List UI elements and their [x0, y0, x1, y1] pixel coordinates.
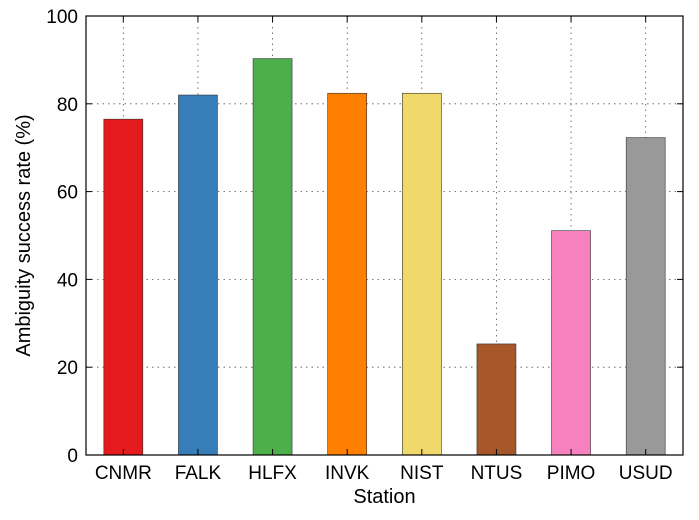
x-axis-title: Station	[353, 486, 415, 508]
y-axis-title: Ambiguity success rate (%)	[13, 114, 35, 356]
bar-falk	[178, 94, 218, 456]
grid-layer	[86, 16, 683, 455]
ticks-layer: 0 20 40 60 80 100 CNMR FALK HLFX INVK NIST NTUS PIMO…	[46, 7, 683, 484]
x-tick-label: PIMO	[547, 463, 596, 484]
bar-pimo	[551, 230, 591, 456]
bar-nist	[402, 92, 442, 456]
bar-cnmr	[103, 118, 144, 456]
plot-frame	[85, 15, 684, 456]
y-tick-label: 80	[57, 95, 78, 116]
x-tick-label: NTUS	[471, 463, 523, 484]
y-tick-label: 20	[57, 358, 78, 379]
y-tick-label: 40	[57, 270, 78, 291]
x-tick-label: INVK	[325, 463, 370, 484]
x-tick-label: CNMR	[95, 463, 152, 484]
bar-hlfx	[252, 58, 293, 456]
y-tick-label: 60	[57, 183, 78, 204]
bar-invk	[327, 92, 367, 456]
x-tick-label: FALK	[175, 463, 222, 484]
x-tick-label: NIST	[400, 463, 444, 484]
bar-usud	[625, 137, 666, 456]
bar-ntus	[476, 343, 517, 456]
bars-layer	[103, 58, 666, 456]
y-tick-label: 100	[46, 7, 78, 28]
y-tick-label: 0	[67, 446, 78, 467]
x-tick-label: USUD	[619, 463, 673, 484]
x-tick-label: HLFX	[248, 463, 297, 484]
